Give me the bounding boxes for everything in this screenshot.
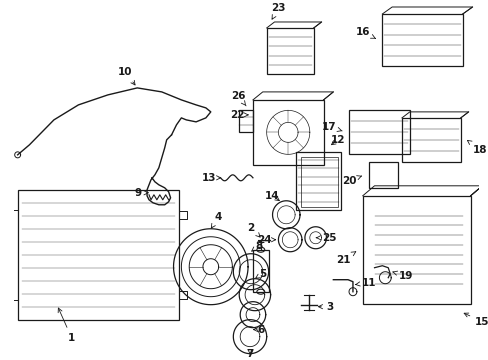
Bar (362, 196, 469, 304)
Text: 24: 24 (257, 235, 275, 245)
Bar (301, 157, 338, 207)
Bar (18, 190, 179, 320)
Text: 23: 23 (271, 3, 285, 19)
Text: 25: 25 (316, 233, 336, 243)
Text: 8: 8 (251, 241, 262, 251)
Bar (239, 110, 252, 132)
Text: 14: 14 (264, 191, 279, 201)
Bar (348, 110, 409, 154)
Bar (295, 152, 341, 210)
Text: 17: 17 (322, 122, 342, 132)
Text: 21: 21 (335, 252, 355, 265)
Text: 9: 9 (134, 188, 148, 198)
Text: 1: 1 (58, 308, 75, 343)
Text: 22: 22 (229, 110, 247, 120)
Bar (368, 162, 397, 188)
Text: 10: 10 (118, 67, 135, 85)
Text: 6: 6 (253, 325, 264, 335)
Bar (252, 100, 323, 165)
Text: 15: 15 (463, 313, 488, 327)
Bar (382, 14, 462, 66)
Text: 11: 11 (355, 278, 375, 288)
Text: 18: 18 (467, 140, 487, 155)
Text: 3: 3 (318, 302, 333, 312)
Text: 12: 12 (330, 135, 345, 145)
Text: 16: 16 (355, 27, 375, 39)
Text: 26: 26 (230, 91, 245, 106)
Bar (401, 118, 460, 162)
Text: 19: 19 (392, 271, 412, 281)
Text: 20: 20 (341, 176, 361, 186)
Bar (266, 28, 313, 74)
Text: 2: 2 (247, 223, 260, 237)
Bar (252, 250, 268, 292)
Text: 7: 7 (246, 348, 253, 359)
Text: 4: 4 (211, 212, 222, 228)
Text: 13: 13 (201, 173, 220, 183)
Text: 5: 5 (255, 269, 266, 279)
